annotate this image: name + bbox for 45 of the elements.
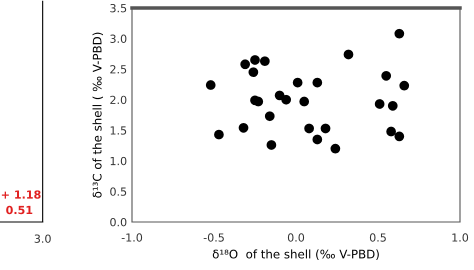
y-tick-label: 2.0 — [110, 96, 126, 104]
point — [292, 78, 302, 88]
x-tick-label: 0.0 — [288, 233, 304, 242]
y-tick-label: 0.5 — [110, 187, 126, 196]
point — [374, 99, 384, 109]
point — [344, 50, 354, 60]
point — [240, 59, 250, 70]
point — [386, 126, 396, 136]
text: 3.0 — [34, 234, 51, 243]
point — [260, 56, 270, 66]
point — [266, 140, 276, 150]
x-axis-title: δ¹⁸O of the shell (‰ V-PBD) — [212, 249, 379, 260]
y-tick-label: 3.5 — [110, 4, 126, 12]
point — [281, 94, 292, 105]
text: 0.51 — [6, 206, 32, 214]
point — [388, 100, 398, 111]
point — [381, 71, 392, 81]
point — [214, 130, 224, 140]
x-tick-label: -0.5 — [204, 233, 224, 242]
y-tick-label: 3.0 — [110, 34, 126, 43]
point — [304, 124, 314, 134]
point — [248, 67, 258, 78]
text: + 1.18 — [2, 190, 41, 199]
point — [330, 144, 340, 154]
y-tick-label: 1.0 — [110, 156, 126, 166]
y-tick-label: 1.5 — [110, 126, 126, 135]
point — [238, 122, 248, 133]
x-tick-label: -1.0 — [122, 233, 142, 242]
point — [264, 111, 275, 122]
point — [399, 80, 410, 91]
point — [299, 96, 310, 106]
y-tick-label: 0.0 — [110, 218, 126, 226]
point — [312, 78, 322, 88]
x-tick-label: 1.0 — [452, 233, 468, 242]
point — [320, 124, 330, 134]
point — [394, 132, 404, 142]
point — [394, 28, 404, 39]
point — [253, 96, 264, 106]
y-tick-label: 2.5 — [110, 65, 126, 74]
point — [250, 55, 260, 65]
point — [206, 80, 216, 90]
point — [312, 134, 322, 144]
point — [274, 90, 284, 100]
y-axis-title: δ¹³C of the shell ( ‰ V-PBD) — [92, 32, 104, 198]
x-tick-label: 0.5 — [370, 233, 386, 242]
